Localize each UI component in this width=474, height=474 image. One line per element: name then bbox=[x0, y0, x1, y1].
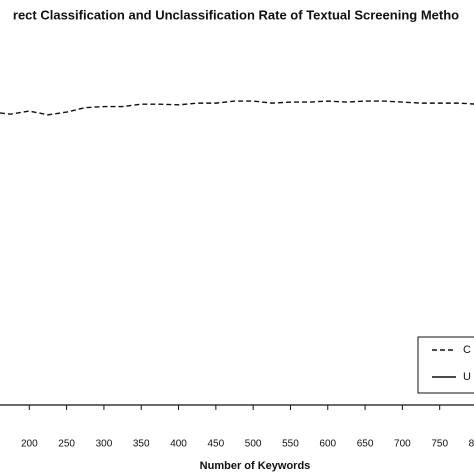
x-tick-label: 500 bbox=[245, 439, 262, 450]
x-tick-label: 650 bbox=[357, 439, 374, 450]
x-tick-label: 250 bbox=[58, 439, 75, 450]
x-tick-label: 700 bbox=[394, 439, 411, 450]
x-axis-label: Number of Keywords bbox=[200, 460, 311, 472]
chart-title: rect Classification and Unclassification… bbox=[13, 7, 459, 22]
x-tick-label: 150 bbox=[0, 439, 1, 450]
legend-box bbox=[417, 336, 474, 394]
series-line bbox=[0, 100, 474, 116]
x-tick-label: 550 bbox=[282, 439, 299, 450]
x-tick-label: 800 bbox=[469, 439, 474, 450]
x-tick-label: 750 bbox=[431, 439, 448, 450]
legend-label: U bbox=[463, 371, 471, 383]
x-tick-label: 600 bbox=[319, 439, 336, 450]
x-tick-label: 300 bbox=[96, 439, 113, 450]
x-tick-label: 400 bbox=[170, 439, 187, 450]
x-tick-label: 450 bbox=[208, 439, 225, 450]
x-tick-label: 200 bbox=[21, 439, 38, 450]
legend-label: C bbox=[463, 344, 471, 356]
x-tick-label: 350 bbox=[133, 439, 150, 450]
